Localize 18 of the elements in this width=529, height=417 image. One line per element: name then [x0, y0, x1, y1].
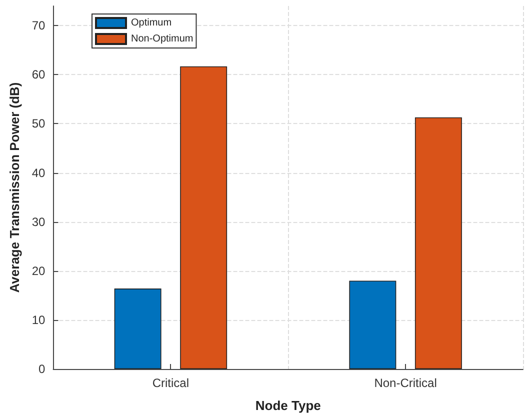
y-axis-title: Average Transmission Power (dB) [7, 82, 22, 293]
y-tick-label: 10 [32, 312, 46, 327]
y-tick-label: 70 [32, 18, 46, 33]
y-tick-label: 40 [32, 166, 46, 180]
y-tick-label: 0 [38, 362, 46, 376]
legend-label: Non-Optimum [131, 34, 194, 44]
y-tick-label: 20 [32, 264, 46, 278]
legend-label: Optimum [131, 18, 172, 28]
y-tick-label: 50 [32, 116, 46, 131]
bar [349, 280, 396, 369]
x-tick-label: Critical [152, 376, 190, 390]
bar [414, 117, 462, 369]
bar [114, 288, 162, 369]
x-tick-label: Non-Critical [374, 376, 437, 390]
x-axis-title: Node Type [255, 398, 321, 413]
y-tick-label: 30 [32, 214, 46, 229]
y-tick-label: 60 [32, 68, 46, 82]
bar [180, 66, 228, 369]
